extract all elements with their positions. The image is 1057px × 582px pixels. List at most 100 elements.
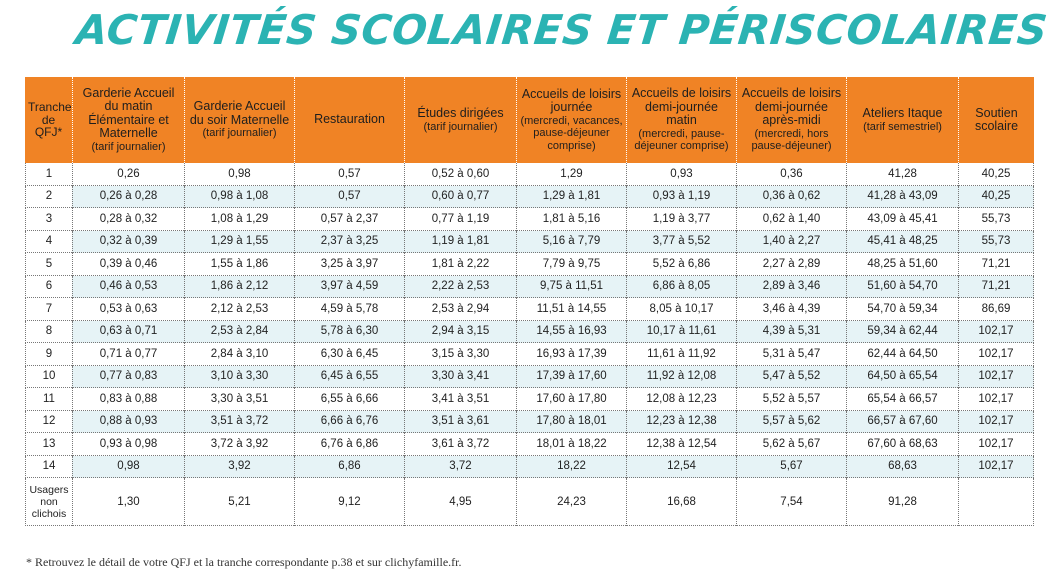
table-cell: 0,98 à 1,08 [184, 185, 294, 208]
column-header: Garderie Accueil du matin Élémentaire et… [72, 77, 184, 163]
table-cell: 17,39 à 17,60 [516, 365, 626, 388]
table-cell: 43,09 à 45,41 [846, 208, 958, 231]
table-cell: 0,93 à 1,19 [626, 185, 736, 208]
table-cell: 71,21 [958, 253, 1034, 276]
table-cell: 9,12 [294, 478, 404, 526]
table-row: 11 0,83 à 0,88 3,30 à 3,51 6,55 à 6,66 3,41 … [25, 388, 1034, 411]
header-row: Tranche de QFJ* Garderie Accueil du matin… [25, 77, 1034, 163]
column-header-label: Accueils de loisirs demi-journée matin [631, 86, 732, 128]
table-cell: 2,53 à 2,84 [184, 320, 294, 343]
table-cell: 102,17 [958, 320, 1034, 343]
column-header-label: Garderie Accueil du matin Élémentaire et… [82, 85, 175, 141]
column-header-label: Restauration [314, 112, 385, 127]
table-cell: 41,28 [846, 163, 958, 186]
table-cell: 6,66 à 6,76 [294, 410, 404, 433]
table-cell: 0,83 à 0,88 [72, 388, 184, 411]
column-header-sublabel: (mercredi, vacances, pause-déjeuner comp… [520, 114, 623, 152]
table-cell: 0,57 à 2,37 [294, 208, 404, 231]
table-cell: 4,95 [404, 478, 516, 526]
column-header: Soutien scolaire [958, 77, 1034, 163]
table-cell: 62,44 à 64,50 [846, 343, 958, 366]
table-row: 9 0,71 à 0,77 2,84 à 3,10 6,30 à 6,45 3,15 à… [25, 343, 1034, 366]
table-cell: 102,17 [958, 410, 1034, 433]
table-cell: 2,37 à 3,25 [294, 230, 404, 253]
table-cell: 0,28 à 0,32 [72, 208, 184, 231]
table-cell: 55,73 [958, 230, 1034, 253]
table-cell: 5,78 à 6,30 [294, 320, 404, 343]
column-header-label: Ateliers Itaque [862, 106, 943, 120]
table-cell: 0,63 à 0,71 [72, 320, 184, 343]
table-cell: 3,15 à 3,30 [404, 343, 516, 366]
column-header: Garderie Accueil du soir Maternelle (tari… [184, 77, 294, 163]
table-cell: 40,25 [958, 163, 1034, 186]
column-header-sublabel: (mercredi, hors pause-déjeuner) [751, 127, 832, 153]
column-header-label: Soutien scolaire [974, 105, 1019, 133]
table-cell: 1,55 à 1,86 [184, 253, 294, 276]
table-cell: 10,17 à 11,61 [626, 320, 736, 343]
table-cell: 7,79 à 9,75 [516, 253, 626, 276]
table-cell: 102,17 [958, 343, 1034, 366]
table-row: 6 0,46 à 0,53 1,86 à 2,12 3,97 à 4,59 2,22 à… [25, 275, 1034, 298]
table-row: 7 0,53 à 0,63 2,12 à 2,53 4,59 à 5,78 2,53 à… [25, 298, 1034, 321]
table-cell: 51,60 à 54,70 [846, 275, 958, 298]
table-cell: 102,17 [958, 365, 1034, 388]
table-cell: 1,40 à 2,27 [736, 230, 846, 253]
column-header-label: Études dirigées [417, 106, 504, 120]
table-cell: 24,23 [516, 478, 626, 526]
table-cell: 5,16 à 7,79 [516, 230, 626, 253]
table-cell: 67,60 à 68,63 [846, 433, 958, 456]
table-row: 8 0,63 à 0,71 2,53 à 2,84 5,78 à 6,30 2,94 à… [25, 320, 1034, 343]
table-cell: 8,05 à 10,17 [626, 298, 736, 321]
column-header-sublabel: (tarif journalier) [423, 120, 498, 133]
column-header-sublabel: (tarif semestriel) [863, 120, 942, 133]
table-cell: 7,54 [736, 478, 846, 526]
column-header-sublabel: (tarif journalier) [202, 127, 277, 140]
table-cell: 0,52 à 0,60 [404, 163, 516, 186]
row-header-cell: 9 [25, 343, 72, 366]
table-cell: 16,93 à 17,39 [516, 343, 626, 366]
table-cell: 0,53 à 0,63 [72, 298, 184, 321]
table-cell: 3,61 à 3,72 [404, 433, 516, 456]
column-header-label: Accueils de loisirs journée [521, 86, 622, 115]
table-cell: 102,17 [958, 388, 1034, 411]
table-cell: 86,69 [958, 298, 1034, 321]
table-cell: 3,25 à 3,97 [294, 253, 404, 276]
table-cell: 11,51 à 14,55 [516, 298, 626, 321]
table-cell: 5,62 à 5,67 [736, 433, 846, 456]
table-cell: 0,93 [626, 163, 736, 186]
table-row: 1 0,26 0,98 0,57 0,52 à 0,60 1,29 0,93 0,36 41,2… [25, 163, 1034, 186]
column-header: Accueils de loisirs demi-journée matin (m… [626, 77, 736, 163]
column-header: Accueils de loisirs journée (mercredi, va… [516, 77, 626, 163]
table-cell: 0,77 à 0,83 [72, 365, 184, 388]
table-cell: 2,84 à 3,10 [184, 343, 294, 366]
table-cell: 0,60 à 0,77 [404, 185, 516, 208]
table-cell: 2,94 à 3,15 [404, 320, 516, 343]
table-cell: 11,61 à 11,92 [626, 343, 736, 366]
table-cell: 14,55 à 16,93 [516, 320, 626, 343]
column-header-tranche: Tranche de QFJ* [25, 77, 72, 163]
table-cell: 6,76 à 6,86 [294, 433, 404, 456]
table-cell: 6,30 à 6,45 [294, 343, 404, 366]
table-cell: 2,89 à 3,46 [736, 275, 846, 298]
table-cell: 48,25 à 51,60 [846, 253, 958, 276]
column-header-label: Garderie Accueil du soir Maternelle [189, 99, 290, 127]
table-cell: 0,46 à 0,53 [72, 275, 184, 298]
table-cell: 66,57 à 67,60 [846, 410, 958, 433]
table-cell: 3,10 à 3,30 [184, 365, 294, 388]
table-cell: 45,41 à 48,25 [846, 230, 958, 253]
table-cell: 0,36 à 0,62 [736, 185, 846, 208]
row-header-cell: 11 [25, 388, 72, 411]
table-cell: 3,92 [184, 455, 294, 478]
table-cell: 3,72 à 3,92 [184, 433, 294, 456]
table-cell: 1,30 [72, 478, 184, 526]
table-cell: 102,17 [958, 433, 1034, 456]
row-header-cell: 4 [25, 230, 72, 253]
table-row: 12 0,88 à 0,93 3,51 à 3,72 6,66 à 6,76 3,51 … [25, 410, 1034, 433]
table-cell: 3,46 à 4,39 [736, 298, 846, 321]
table-cell: 17,60 à 17,80 [516, 388, 626, 411]
table-cell: 0,26 à 0,28 [72, 185, 184, 208]
table-cell: 6,86 [294, 455, 404, 478]
row-header-cell: 13 [25, 433, 72, 456]
table-cell: 5,52 à 6,86 [626, 253, 736, 276]
column-header-sublabel: (mercredi, pause-déjeuner comprise) [634, 127, 729, 153]
